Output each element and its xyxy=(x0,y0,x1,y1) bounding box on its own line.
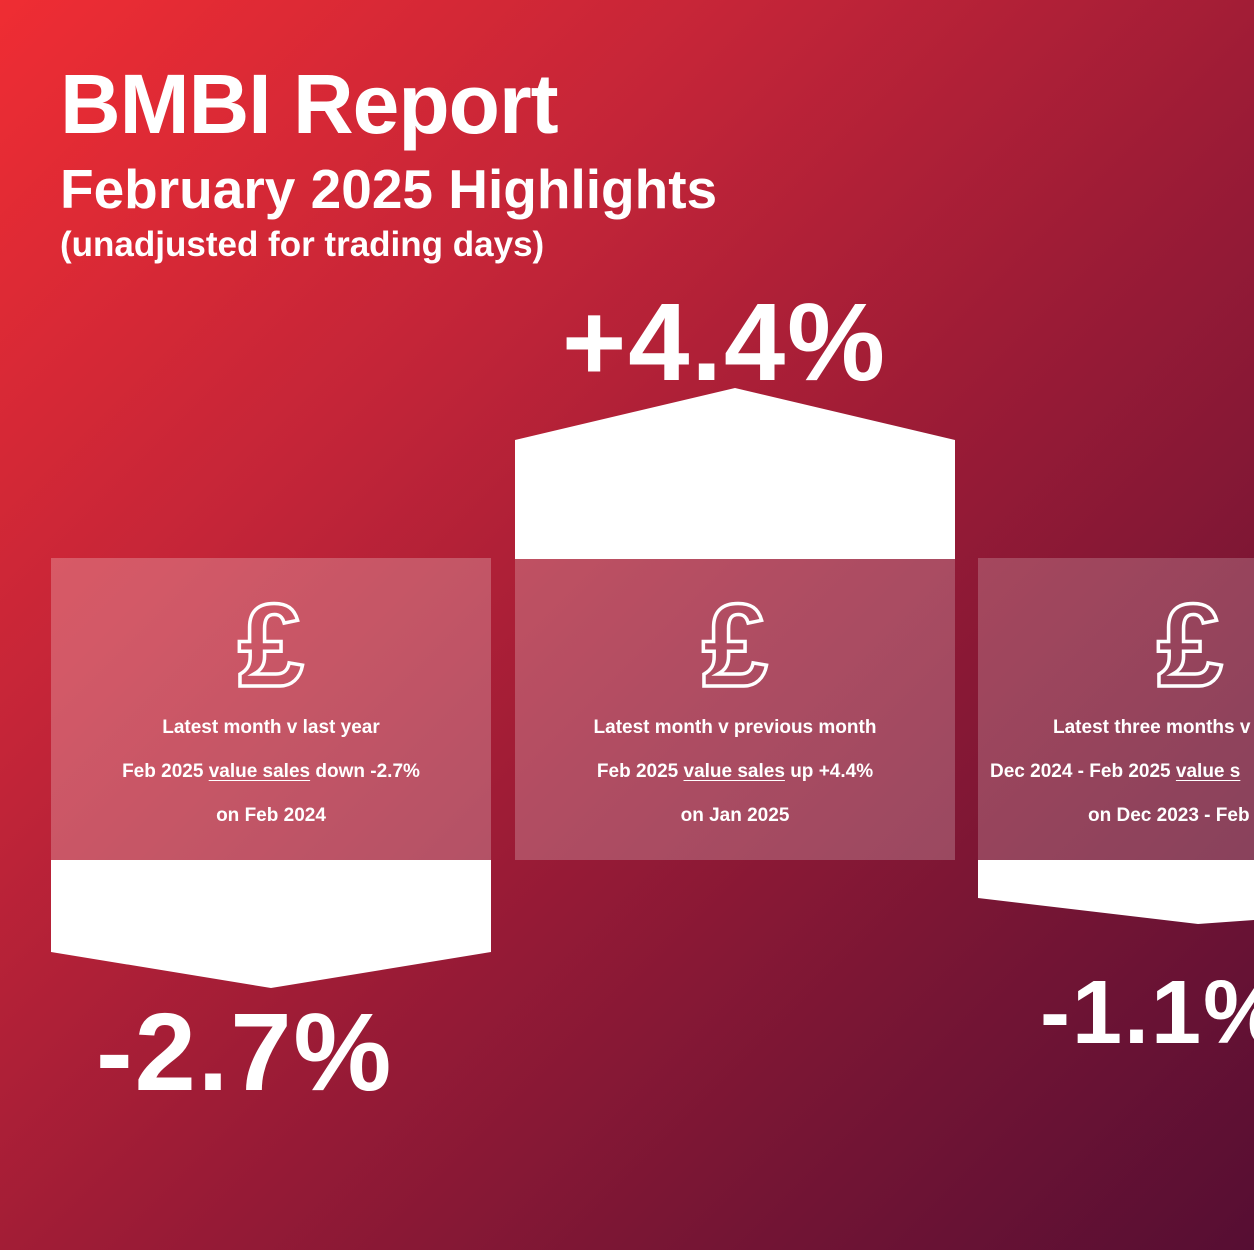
card-heading: Latest three months v xyxy=(1053,717,1251,738)
pound-sign-icon: £ xyxy=(51,582,491,702)
value-sales-link[interactable]: value sales xyxy=(683,761,785,782)
pound-sign-icon: £ xyxy=(515,582,955,702)
card-comparison-period: on Dec 2023 - Feb xyxy=(1088,805,1250,826)
pound-sign-icon: £ xyxy=(1150,582,1230,702)
svg-text:£: £ xyxy=(702,582,768,702)
card-heading: Latest month v previous month xyxy=(593,717,877,738)
card-comparison-period: on Jan 2025 xyxy=(680,805,790,826)
card-month-v-last-year: £ Latest month v last year Feb 2025 valu… xyxy=(51,558,491,860)
svg-text:£: £ xyxy=(238,582,304,702)
card-month-v-previous-month: £ Latest month v previous month Feb 2025… xyxy=(515,558,955,860)
value-sales-link[interactable]: value s xyxy=(1175,761,1241,782)
report-subtitle: February 2025 Highlights xyxy=(60,158,718,220)
down-arrow-shape xyxy=(978,860,1254,924)
card-description: Feb 2025 value sales up +4.4% xyxy=(596,761,874,782)
card-heading: Latest month v last year xyxy=(162,717,380,738)
svg-text:£: £ xyxy=(1157,582,1223,702)
card-comparison-period: on Feb 2024 xyxy=(216,805,326,826)
value-sales-link[interactable]: value sales xyxy=(208,761,311,782)
up-arrow-shape xyxy=(515,388,955,559)
change-percentage: +4.4% xyxy=(562,281,887,404)
change-percentage: -2.7% xyxy=(96,991,394,1114)
down-arrow-shape xyxy=(51,860,491,988)
report-note: (unadjusted for trading days) xyxy=(60,225,545,264)
change-percentage: -1.1% xyxy=(1040,963,1254,1063)
report-title: BMBI Report xyxy=(60,57,559,151)
card-description: Feb 2025 value sales down -2.7% xyxy=(122,761,420,782)
card-three-months: £ Latest three months v Dec 2024 - Feb 2… xyxy=(978,558,1254,860)
card-description: Dec 2024 - Feb 2025 value s xyxy=(990,761,1241,782)
